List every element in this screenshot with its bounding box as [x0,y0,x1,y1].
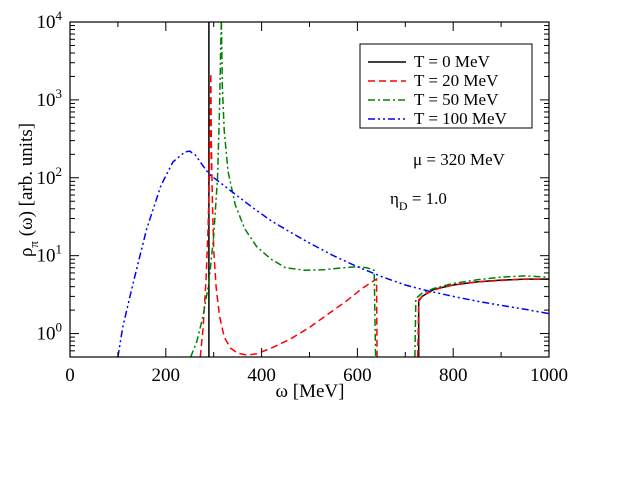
eta-sub: D [399,199,408,213]
y-tick-label: 104 [37,8,63,33]
y-axis-title-rest: (ω) [arb. units] [16,123,37,241]
x-tick-label: 1000 [530,365,568,386]
y-tick-label: 100 [37,320,63,345]
ticks-layer: 0 200 400 600 800 1000 100 101 102 103 104 [37,8,569,386]
series-line-2-segment-1 [220,22,377,357]
x-tick-label: 400 [247,365,276,386]
y-tick-label: 101 [37,242,63,267]
legend-label-t20: T = 20 MeV [414,71,499,90]
eta-annotation: ηD = 1.0 [390,189,447,213]
series-line-1-segment-1 [417,278,549,357]
y-tick-label: 103 [37,86,63,111]
y-axis-title-sub: π [26,241,41,248]
series-line-0-segment-1 [417,278,549,357]
x-tick-label: 0 [65,365,75,386]
series-line-3-segment-0 [117,150,549,357]
legend-label-t50: T = 50 MeV [414,90,499,109]
legend-label-t0: T = 0 MeV [414,52,491,71]
series-line-2-segment-0 [190,22,223,357]
legend-label-t100: T = 100 MeV [414,109,508,128]
y-tick-label: 102 [37,164,63,189]
x-tick-label: 800 [439,365,468,386]
x-tick-label: 600 [343,365,372,386]
legend-box [359,43,533,129]
legend: T = 0 MeV T = 20 MeV T = 50 MeV T = 100 … [359,43,533,129]
y-axis-title-main: ρ [16,248,37,257]
eta-rest: = 1.0 [408,189,447,208]
mu-annotation: μ = 320 MeV [413,150,506,169]
x-tick-label: 200 [152,365,181,386]
series-layer [117,22,549,357]
series-line-2-segment-2 [414,275,549,357]
series-line-1-segment-0 [199,73,378,357]
y-axis-title: ρπ (ω) [arb. units] [16,123,41,257]
x-axis-title: ω [MeV] [276,381,345,402]
eta-main: η [390,189,399,208]
